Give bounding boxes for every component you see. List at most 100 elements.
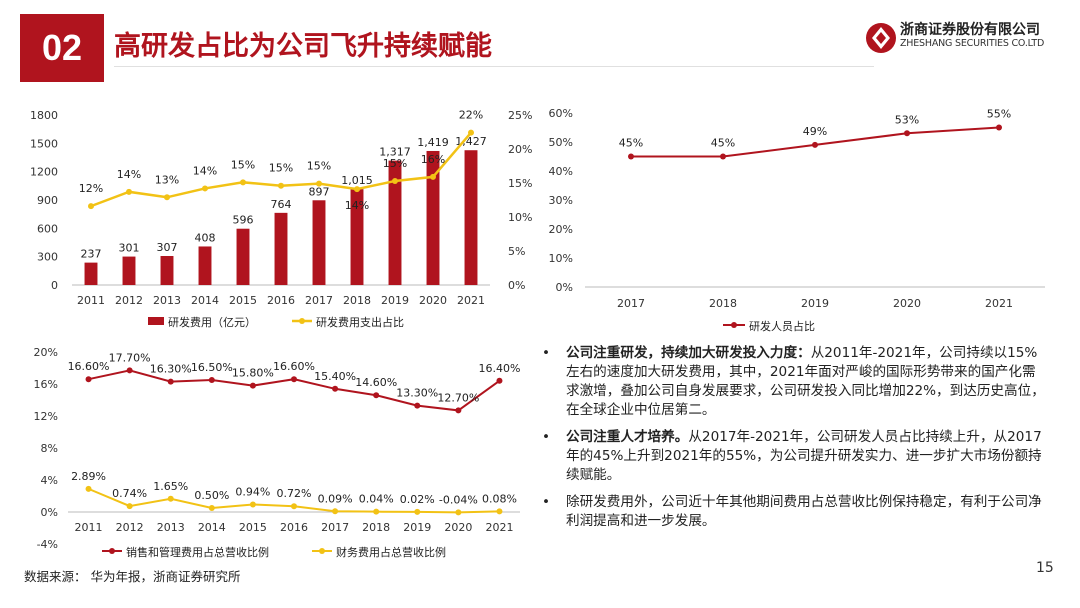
y-tick: 10% [549, 252, 573, 265]
rd-expense-chart: 0 300 600 900 1200 1500 1800 0% 5% 10% 15% 20% 25% 23… [30, 109, 532, 329]
page-number: 15 [1036, 560, 1054, 576]
y-tick: -4% [37, 538, 58, 551]
x-tick: 2018 [362, 521, 390, 534]
bar-value-label: 764 [271, 198, 292, 211]
legend-swatch-bar [148, 317, 164, 325]
line-point [468, 129, 474, 136]
company-logo [866, 23, 896, 53]
line-point [996, 124, 1002, 131]
line-value-label: 15.80% [232, 367, 274, 380]
line-value-label: 45% [619, 137, 643, 150]
x-tick: 2012 [116, 521, 144, 534]
bullet-icon: • [542, 345, 551, 361]
y-tick: 30% [549, 194, 573, 207]
legend-marker [731, 322, 737, 328]
y-tick-right: 5% [508, 245, 525, 258]
bullet-heading: 公司注重人才培养。 [566, 429, 689, 445]
bar-value-label: 596 [233, 214, 254, 227]
line-value-label: 55% [987, 108, 1011, 121]
y-tick-right: 0% [508, 279, 525, 292]
legend-label: 研发费用支出占比 [316, 315, 404, 329]
y-tick: 0% [41, 506, 58, 519]
line-value-label: 0.74% [112, 487, 147, 500]
x-tick: 2020 [893, 297, 921, 310]
legend-label: 研发费用（亿元） [168, 315, 256, 329]
line-value-label: 0.94% [235, 485, 270, 498]
line-value-label: 0.04% [359, 493, 394, 506]
bar [236, 228, 250, 285]
bar [274, 212, 288, 285]
bar [388, 160, 402, 285]
line-point [628, 153, 634, 160]
line-value-label: 12.70% [437, 391, 479, 404]
line-point [455, 509, 462, 516]
line-point [88, 203, 94, 210]
bar [198, 246, 212, 285]
line-point [249, 382, 256, 389]
bar [426, 150, 440, 285]
line-value-label: 12% [79, 182, 103, 195]
x-tick: 2012 [115, 294, 143, 307]
line-point [812, 141, 818, 148]
line-point [430, 173, 436, 180]
line-point [455, 407, 462, 414]
line-value-label: 14% [117, 168, 141, 181]
line-point [414, 508, 421, 515]
bullet-text: 从2017年-2021年，公司研发人员占比持续上升，从2017年的45%上升到2… [566, 429, 1042, 483]
line-value-label: 16.60% [68, 360, 110, 373]
line-point [164, 194, 170, 201]
bar [312, 200, 326, 285]
line-value-label: 22% [459, 109, 483, 122]
y-tick: 20% [34, 346, 58, 359]
line-value-label: 49% [803, 125, 827, 138]
line-point [126, 188, 132, 195]
bullet-item: • 除研发费用外，公司近十年其他期间费用占总营收比例保持稳定，有利于公司净利润提… [540, 493, 1045, 531]
legend-marker [299, 318, 305, 324]
bullet-item: • 公司注重研发，持续加大研发投入力度：从2011年-2021年，公司持续以15… [540, 344, 1045, 420]
x-tick: 2014 [198, 521, 226, 534]
line-value-label: 15.40% [314, 370, 356, 383]
bullet-heading: 公司注重研发，持续加大研发投入力度： [566, 345, 811, 361]
y-tick: 12% [34, 410, 58, 423]
x-tick: 2018 [343, 294, 371, 307]
line-value-label: 17.70% [109, 351, 151, 364]
company-name-en: ZHESHANG SECURITIES CO.LTD [900, 38, 1045, 49]
expense-ratio-chart: -4% 0% 4% 8% 12% 16% 20% 2011 2012 2013 2014 2015 20… [34, 346, 521, 559]
line-point [208, 505, 215, 511]
x-tick: 2019 [403, 521, 431, 534]
section-number-badge: 02 [20, 14, 104, 82]
bar-value-label: 237 [81, 248, 102, 261]
x-tick: 2021 [485, 521, 513, 534]
line-value-label: 16.50% [191, 361, 233, 374]
line-point [85, 376, 92, 383]
line-value-label: 0.72% [277, 487, 312, 500]
line-point [208, 377, 215, 383]
line-value-label: 13% [155, 173, 179, 186]
y-tick-left: 300 [37, 251, 58, 264]
x-tick: 2011 [77, 294, 105, 307]
line-value-label: -0.04% [439, 493, 478, 506]
line-point [496, 377, 503, 384]
bar-value-label: 1,015 [341, 174, 373, 187]
bullet-text: 从2011年-2021年，公司持续以15%左右的速度加大研发费用，其中，2021… [566, 345, 1045, 418]
line-value-label: 15% [231, 158, 255, 171]
y-tick: 8% [41, 442, 58, 455]
x-tick: 2013 [153, 294, 181, 307]
x-tick: 2020 [444, 521, 472, 534]
y-tick: 4% [41, 474, 58, 487]
y-tick-left: 1800 [30, 109, 58, 122]
bar [84, 262, 98, 285]
legend-label: 销售和管理费用占总营收比例 [126, 545, 269, 559]
line-point [167, 378, 174, 385]
line-point [126, 367, 133, 374]
line-point [85, 485, 92, 492]
line-value-label: 16% [421, 153, 445, 166]
y-tick-right: 15% [508, 177, 532, 190]
line-value-label: 14% [193, 164, 217, 177]
y-tick-left: 900 [37, 194, 58, 207]
x-tick: 2018 [709, 297, 737, 310]
line-point [720, 153, 726, 160]
y-tick-right: 25% [508, 109, 532, 122]
line-value-label: 15% [269, 162, 293, 175]
company-name-cn: 浙商证券股份有限公司 [900, 22, 1040, 38]
